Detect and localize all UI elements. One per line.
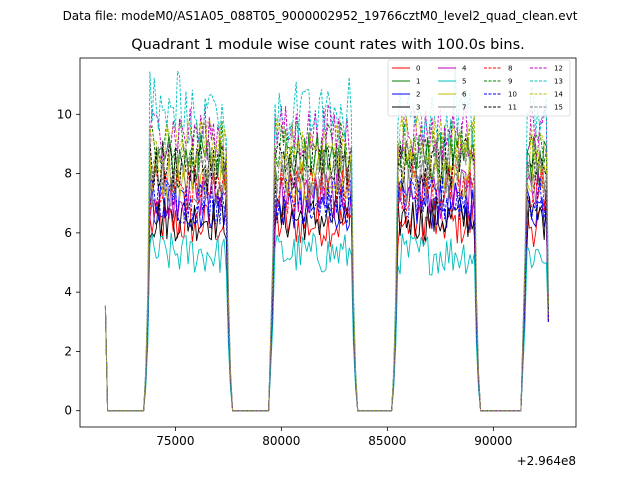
x-tick-label: 80000 [262,434,300,448]
legend-label-12: 12 [554,65,563,73]
suptitle: Data file: modeM0/AS1A05_088T05_90000029… [63,9,578,23]
legend-label-9: 9 [508,78,512,86]
legend-label-7: 7 [462,104,466,112]
y-axis: 0 2 4 6 8 10 [57,107,80,418]
legend-label-0: 0 [416,65,420,73]
series-layer [104,65,549,412]
y-tick-label: 0 [64,404,72,418]
series-line-15 [104,141,549,412]
legend-label-5: 5 [462,78,466,86]
series-line-10 [104,175,549,412]
x-axis: 75000 80000 85000 90000 [156,427,512,448]
y-tick-label: 2 [64,344,72,358]
x-tick-label: 75000 [156,434,194,448]
legend-label-11: 11 [508,104,517,112]
legend-label-1: 1 [416,78,420,86]
x-tick-label: 85000 [368,434,406,448]
y-tick-label: 8 [64,167,72,181]
y-tick-label: 4 [64,285,72,299]
series-line-12 [104,104,549,412]
legend-label-13: 13 [554,78,563,86]
x-offset-label: +2.964e8 [517,454,576,468]
series-line-5 [104,232,549,412]
x-tick-label: 90000 [474,434,512,448]
legend-label-3: 3 [416,104,420,112]
chart-title: Quadrant 1 module wise count rates with … [131,37,525,53]
legend-label-10: 10 [508,91,517,99]
y-tick-label: 6 [64,226,72,240]
legend-label-8: 8 [508,65,512,73]
legend-label-6: 6 [462,91,467,99]
legend-box [387,59,571,117]
legend-label-4: 4 [462,65,467,73]
legend-label-15: 15 [554,104,563,112]
series-line-14 [104,115,549,412]
legend-label-14: 14 [554,91,563,99]
y-tick-label: 10 [57,107,72,121]
legend-label-2: 2 [416,91,420,99]
